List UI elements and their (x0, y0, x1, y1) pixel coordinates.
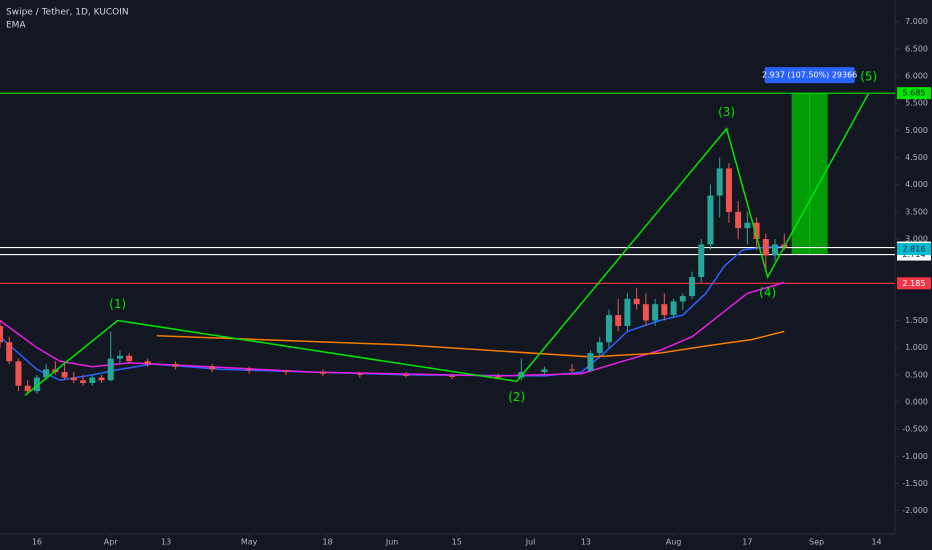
y-tick-label: 1.000 (905, 343, 928, 352)
y-tick-label: 5.000 (905, 126, 928, 135)
candle-body (689, 277, 696, 297)
x-tick-label: 14 (871, 538, 881, 547)
candle-body (624, 298, 631, 326)
y-tick-label: 4.500 (905, 153, 928, 162)
y-tick-label: 3.000 (905, 235, 928, 244)
candle-body (744, 222, 751, 229)
ema-line (156, 330, 785, 358)
candle-body (605, 315, 612, 343)
y-tick-label: 0.500 (905, 370, 928, 379)
y-tick-label: -1.000 (902, 452, 928, 461)
candle-body (98, 377, 105, 381)
candle-body (356, 373, 363, 375)
candle-body (61, 372, 68, 378)
price-tag (897, 87, 931, 100)
wave-label: (4) (759, 286, 776, 300)
y-tick-label: 3.500 (905, 207, 928, 216)
candle-body (6, 342, 13, 362)
candle-body (172, 363, 179, 367)
candle-body (569, 369, 576, 371)
indicator-name: EMA (6, 21, 26, 31)
candle-body (725, 168, 732, 212)
x-tick-label: 13 (161, 538, 171, 547)
wave-line (24, 92, 870, 397)
y-tick-label: 4.000 (905, 180, 928, 189)
x-tick-label: Aug (666, 538, 682, 547)
candle-body (89, 377, 96, 383)
y-tick-label: 7.000 (905, 17, 928, 26)
price-tag (897, 277, 931, 290)
candle-body (670, 301, 677, 316)
y-tick-label: 1.500 (905, 316, 928, 325)
candle-body (116, 355, 123, 359)
x-tick-label: May (241, 538, 258, 547)
candle-body (43, 369, 50, 378)
candle-body (209, 366, 216, 370)
price-tag-label: 2.185 (903, 279, 926, 288)
candle-body (642, 304, 649, 321)
candle-body (24, 385, 31, 392)
y-tick-label: 6.000 (905, 72, 928, 81)
candle-body (772, 244, 779, 256)
candle-body (107, 358, 114, 381)
x-tick-label: Sep (809, 538, 824, 547)
candle-body (70, 377, 77, 381)
y-tick-label: -0.500 (902, 425, 928, 434)
x-tick-label: 17 (742, 538, 752, 547)
y-tick-label: -1.500 (902, 479, 928, 488)
projection-label-box (764, 67, 855, 84)
y-tick-label: 0.000 (905, 397, 928, 406)
candle-body (495, 376, 502, 378)
candle-body (246, 369, 253, 371)
chart-title: Swipe / Tether, 1D, KUCOIN (6, 8, 129, 18)
x-tick-label: 16 (32, 538, 42, 547)
candle-body (679, 296, 686, 302)
candle-body (587, 353, 594, 371)
price-tag (897, 243, 931, 256)
x-tick-label: Apr (104, 538, 119, 547)
x-tick-label: Jun (385, 538, 399, 547)
projection-label: 2.937 (107.50%) 29366 (762, 71, 857, 80)
candle-body (126, 355, 133, 362)
candle-body (80, 380, 87, 383)
candle-body (762, 239, 769, 256)
candle-body (735, 211, 742, 229)
wave-label: (2) (508, 390, 525, 404)
wave-label: (5) (860, 70, 877, 84)
y-tick-label: 6.500 (905, 44, 928, 53)
candle-body (144, 361, 151, 364)
candle-body (633, 298, 640, 305)
x-tick-label: 15 (452, 538, 462, 547)
candle-body (698, 244, 705, 278)
candle-body (33, 377, 40, 392)
wave-label: (3) (718, 105, 735, 119)
candle-body (753, 222, 760, 240)
price-tag-label: 2.816 (903, 245, 926, 254)
price-tag-label: 5.685 (903, 89, 926, 98)
candle-body (402, 374, 409, 376)
candle-body (449, 375, 456, 377)
candle-body (15, 361, 22, 386)
candle-body (541, 369, 548, 373)
candle-body (707, 195, 714, 245)
candle-body (652, 304, 659, 321)
candle-body (283, 370, 290, 373)
candle-body (615, 315, 622, 326)
candle-body (319, 372, 326, 374)
wave-label: (1) (109, 297, 126, 311)
x-tick-label: 13 (581, 538, 591, 547)
candle-body (716, 168, 723, 196)
candle-body (661, 304, 668, 316)
y-tick-label: -2.000 (902, 506, 928, 515)
x-tick-label: Jul (525, 538, 536, 547)
candle-body (0, 325, 3, 343)
y-tick-label: 5.500 (905, 99, 928, 108)
candle-body (596, 342, 603, 354)
x-tick-label: 18 (322, 538, 332, 547)
